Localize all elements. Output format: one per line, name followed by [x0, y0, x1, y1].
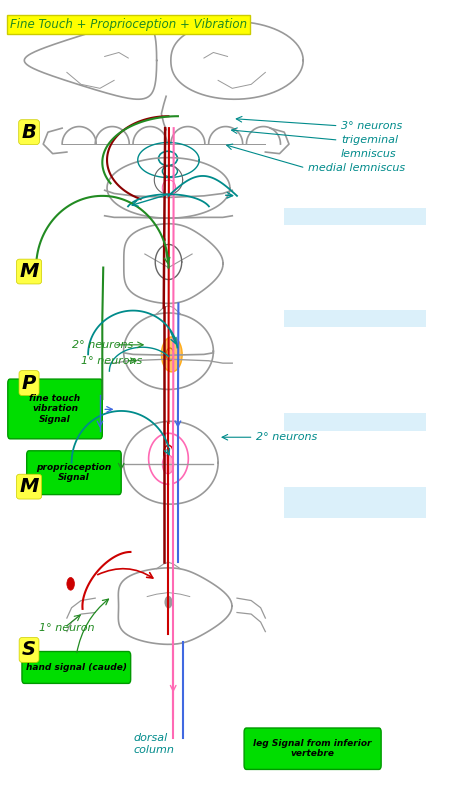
Text: B: B	[22, 123, 36, 141]
Text: 2° neurons: 2° neurons	[72, 340, 133, 350]
Text: 3° neurons: 3° neurons	[341, 120, 402, 131]
FancyBboxPatch shape	[284, 207, 426, 225]
FancyBboxPatch shape	[27, 451, 121, 495]
Text: leg Signal from inferior
vertebre: leg Signal from inferior vertebre	[254, 739, 372, 758]
Text: medial lemniscus: medial lemniscus	[308, 163, 405, 173]
Text: proprioception
Signal: proprioception Signal	[36, 463, 111, 482]
FancyBboxPatch shape	[22, 651, 131, 683]
FancyBboxPatch shape	[284, 487, 426, 519]
Text: Fine Touch + Proprioception + Vibration: Fine Touch + Proprioception + Vibration	[10, 18, 247, 31]
Circle shape	[67, 578, 74, 591]
Text: trigeminal: trigeminal	[341, 135, 398, 145]
Circle shape	[161, 337, 182, 372]
Text: M: M	[19, 477, 39, 496]
Circle shape	[165, 597, 172, 608]
Text: 1° neurons: 1° neurons	[81, 356, 142, 365]
Text: M: M	[19, 262, 39, 281]
Text: P: P	[22, 373, 36, 393]
Text: dorsal: dorsal	[133, 733, 167, 743]
Text: 2° neurons: 2° neurons	[256, 433, 317, 442]
Text: 1° neuron: 1° neuron	[38, 622, 94, 633]
Text: column: column	[133, 745, 174, 754]
FancyBboxPatch shape	[8, 379, 102, 439]
FancyBboxPatch shape	[284, 413, 426, 431]
FancyBboxPatch shape	[284, 310, 426, 327]
Text: hand signal (caude): hand signal (caude)	[26, 663, 127, 672]
Circle shape	[162, 455, 173, 474]
Text: lemniscus: lemniscus	[341, 148, 397, 159]
FancyBboxPatch shape	[244, 728, 381, 769]
Text: S: S	[22, 641, 36, 659]
Text: fine touch
vibration
Signal: fine touch vibration Signal	[29, 394, 81, 424]
